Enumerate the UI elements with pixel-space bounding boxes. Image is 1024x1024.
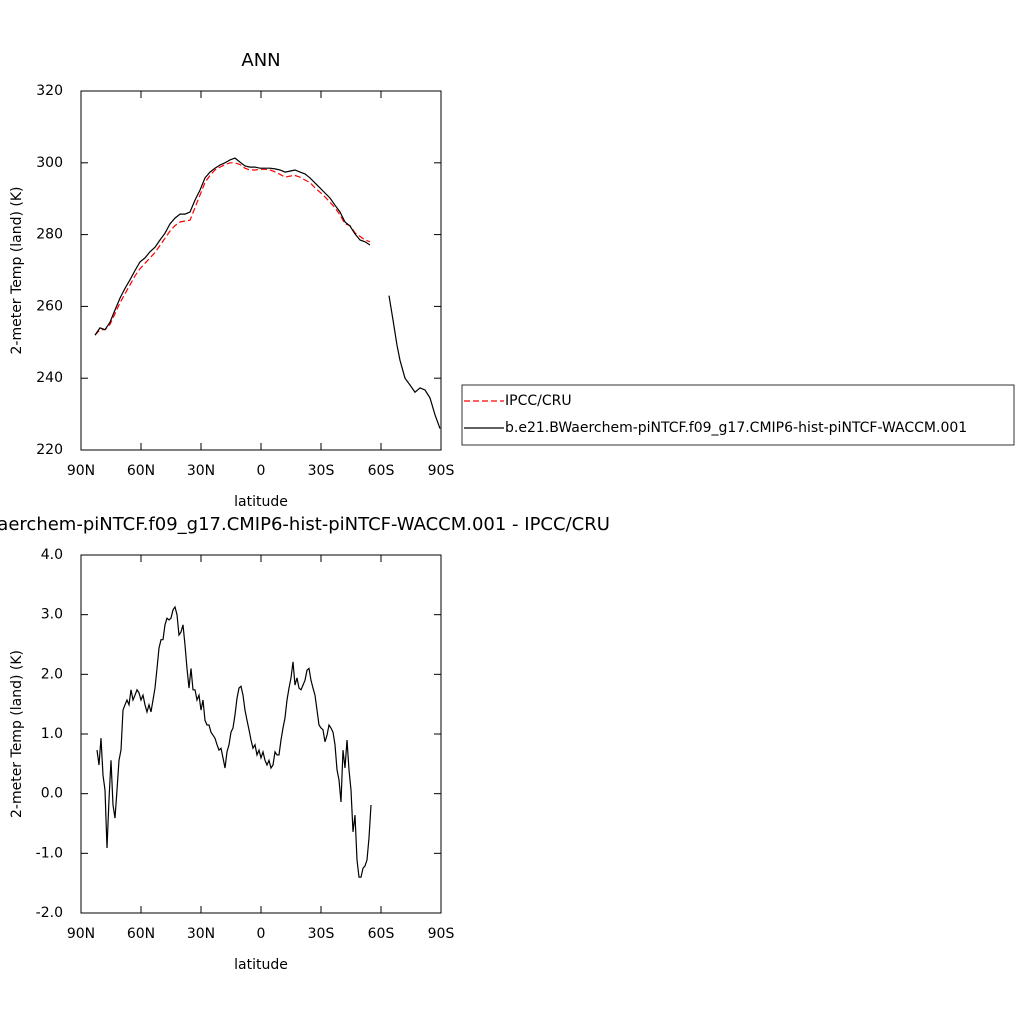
- x-tick-label: 0: [257, 463, 266, 479]
- y-axis-label: 2-meter Temp (land) (K): [9, 650, 25, 818]
- x-tick-label: 30S: [308, 926, 335, 942]
- chart-title: b.e21.BWaerchem-piNTCF.f09_g17.CMIP6-his…: [0, 514, 610, 535]
- x-tick-label: 60S: [368, 463, 395, 479]
- x-tick-label: 30S: [308, 463, 335, 479]
- plot-frame: [80, 554, 442, 914]
- chart-title: ANN: [241, 50, 280, 71]
- x-axis-label: latitude: [234, 494, 288, 510]
- y-tick-label: 0.0: [41, 786, 63, 802]
- y-tick-label: 3.0: [41, 607, 63, 623]
- legend-label: IPCC/CRU: [505, 393, 572, 409]
- x-tick-label: 0: [257, 926, 266, 942]
- y-tick-label: 280: [36, 227, 63, 243]
- y-tick-label: -2.0: [36, 905, 63, 921]
- x-tick-label: 30N: [187, 926, 215, 942]
- data-line: [94, 162, 371, 336]
- x-axis-label: latitude: [234, 957, 288, 973]
- y-tick-label: 240: [36, 370, 63, 386]
- y-tick-label: 260: [36, 298, 63, 314]
- y-tick-label: 220: [36, 442, 63, 458]
- data-line: [96, 605, 372, 878]
- x-tick-label: 90S: [428, 926, 455, 942]
- x-tick-label: 90N: [67, 926, 95, 942]
- y-tick-label: -1.0: [36, 845, 63, 861]
- legend-box: [461, 384, 1015, 446]
- x-tick-label: 90S: [428, 463, 455, 479]
- y-tick-label: 300: [36, 155, 63, 171]
- y-axis-label: 2-meter Temp (land) (K): [9, 187, 25, 355]
- y-tick-label: 4.0: [41, 547, 63, 563]
- x-tick-label: 60N: [127, 463, 155, 479]
- x-tick-label: 60S: [368, 926, 395, 942]
- y-tick-label: 1.0: [41, 726, 63, 742]
- x-tick-label: 30N: [187, 463, 215, 479]
- y-tick-label: 2.0: [41, 666, 63, 682]
- x-tick-label: 60N: [127, 926, 155, 942]
- data-line: [94, 157, 441, 429]
- legend-label: b.e21.BWaerchem-piNTCF.f09_g17.CMIP6-his…: [505, 420, 967, 436]
- x-tick-label: 90N: [67, 463, 95, 479]
- y-tick-label: 320: [36, 83, 63, 99]
